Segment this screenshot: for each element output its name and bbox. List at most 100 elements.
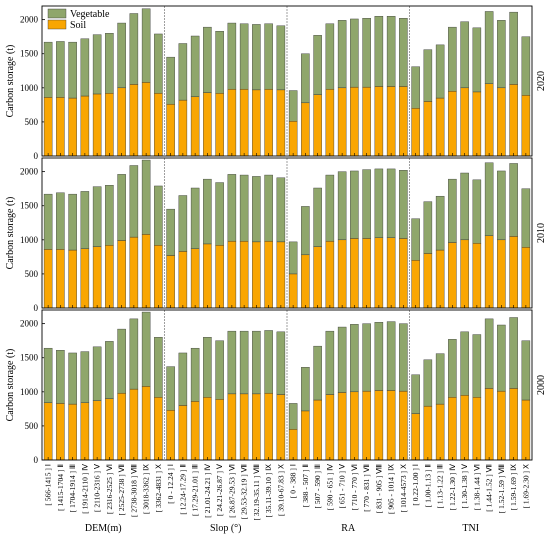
x-tick-label: [ 0.22-1.00 ] Ⅰ [411,464,420,506]
bar-vegetable [239,174,249,242]
bar-soil [411,260,420,309]
bar-vegetable [43,193,53,250]
bar-soil [129,84,139,157]
bar-vegetable [252,330,261,395]
bar-vegetable [117,328,126,394]
bar-vegetable [497,170,506,241]
bar-vegetable [399,323,408,392]
bar-vegetable [117,22,126,89]
y-tick-label: 1000 [20,235,39,245]
bar-vegetable [325,174,335,242]
x-tick-label: [ 2525-2738 ] Ⅶ [117,463,126,515]
bar-vegetable [215,182,224,246]
bar-soil [252,393,261,461]
bar-vegetable [154,337,163,398]
bar-soil [276,241,286,309]
x-tick-label: [ 1014-4573 ] Ⅹ [399,463,408,512]
bar-vegetable [215,340,224,400]
bar-vegetable [43,41,53,98]
bar-soil [239,393,249,461]
bar-soil [423,405,433,461]
x-tick-label: [ 1.13-1.22 ] Ⅲ [436,464,445,509]
bar-vegetable [386,16,396,87]
bar-soil [80,248,90,309]
bar-soil [92,400,102,461]
bar-soil [521,247,531,309]
y-tick-label: 2000 [20,319,39,329]
y-tick-label: 500 [25,421,39,431]
bar-soil [239,240,249,309]
bar-soil [80,95,90,157]
bar-vegetable [288,90,298,122]
bar-vegetable [484,11,494,84]
bar-soil [521,95,531,157]
bar-vegetable [80,191,90,249]
bar-soil [362,238,371,309]
bar-vegetable [350,324,359,393]
bar-soil [264,88,273,157]
bar-vegetable [350,18,359,88]
bar-vegetable [227,22,237,90]
bar-vegetable [435,195,445,251]
bar-soil [374,86,384,157]
bar-soil [362,390,371,461]
bar-vegetable [435,353,445,405]
bar-vegetable [374,168,384,238]
x-tick-label: [ 24.21-26.87 ] Ⅴ [215,463,224,516]
bar-soil [411,413,420,461]
bar-soil [56,249,65,309]
bar-vegetable [264,330,273,394]
bar-vegetable [92,346,102,401]
bar-vegetable [203,26,212,93]
bar-soil [399,390,408,461]
bar-soil [386,237,396,309]
y-tick-label: 500 [25,269,39,279]
bar-soil [313,246,322,309]
bar-soil [105,245,114,309]
bar-soil [129,388,139,461]
y-axis-title: Carbon storage (t) [5,349,16,422]
bar-soil [497,87,506,157]
bar-soil [166,410,175,461]
bar-vegetable [178,43,188,101]
bar-soil [56,403,65,461]
bar-soil [497,390,506,461]
legend-swatch [47,19,67,30]
bar-soil [337,392,347,461]
bar-vegetable [301,53,310,104]
bar-vegetable [484,162,494,236]
bar-soil [227,393,237,461]
bar-soil [484,83,494,157]
bar-vegetable [313,187,322,247]
x-tick-label: [ 651 - 710 ] Ⅴ [338,463,347,508]
bar-vegetable [105,33,114,94]
bar-vegetable [497,324,506,392]
bar-vegetable [276,331,286,395]
bar-vegetable [141,311,151,387]
bar-soil [105,398,114,461]
bar-soil [509,388,518,461]
bar-soil [190,248,200,309]
bar-soil [288,273,298,309]
bar-soil [264,240,273,309]
bar-soil [472,91,482,157]
bar-soil [460,239,469,309]
bar-soil [411,108,420,157]
bar-vegetable [166,56,175,105]
bar-soil [178,251,188,309]
bar-soil [203,92,212,157]
bar-vegetable [313,345,322,401]
bar-soil [215,245,224,309]
bar-vegetable [337,171,347,241]
panel-frame [41,309,533,461]
bar-vegetable [141,8,151,83]
bar-soil [313,94,322,157]
x-tick-label: [ 1.22-1.30 ] Ⅳ [448,463,457,510]
bar-vegetable [509,317,518,389]
bar-soil [117,392,126,461]
bar-vegetable [276,25,286,91]
bar-vegetable [105,185,114,246]
bar-vegetable [325,23,335,90]
bar-vegetable [448,178,457,243]
bar-vegetable [423,49,433,102]
